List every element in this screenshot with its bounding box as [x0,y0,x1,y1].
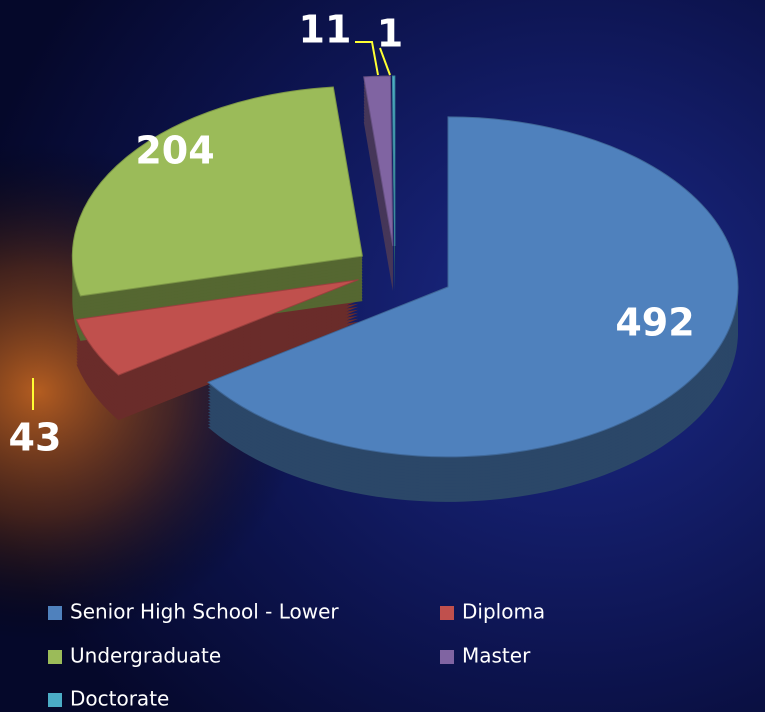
slice [363,75,394,247]
data-label: 11 [299,8,352,52]
legend-label: Diploma [462,600,545,624]
leader-line [379,47,391,76]
leader-line [355,41,379,76]
legend-label: Undergraduate [70,644,221,668]
data-label: 492 [615,301,694,345]
legend-swatch [48,606,62,620]
data-label: 1 [377,12,403,56]
slice [391,75,396,247]
data-label: 204 [135,129,214,173]
legend-swatch [48,650,62,664]
legend-label: Master [462,644,531,668]
slice [207,116,739,458]
legend-swatch [440,606,454,620]
legend-swatch [48,693,62,707]
legend-label: Doctorate [70,687,169,711]
slice [75,279,359,376]
data-label: 43 [9,416,62,460]
legend-swatch [440,650,454,664]
slice [71,86,363,297]
legend-label: Senior High School - Lower [70,600,339,624]
